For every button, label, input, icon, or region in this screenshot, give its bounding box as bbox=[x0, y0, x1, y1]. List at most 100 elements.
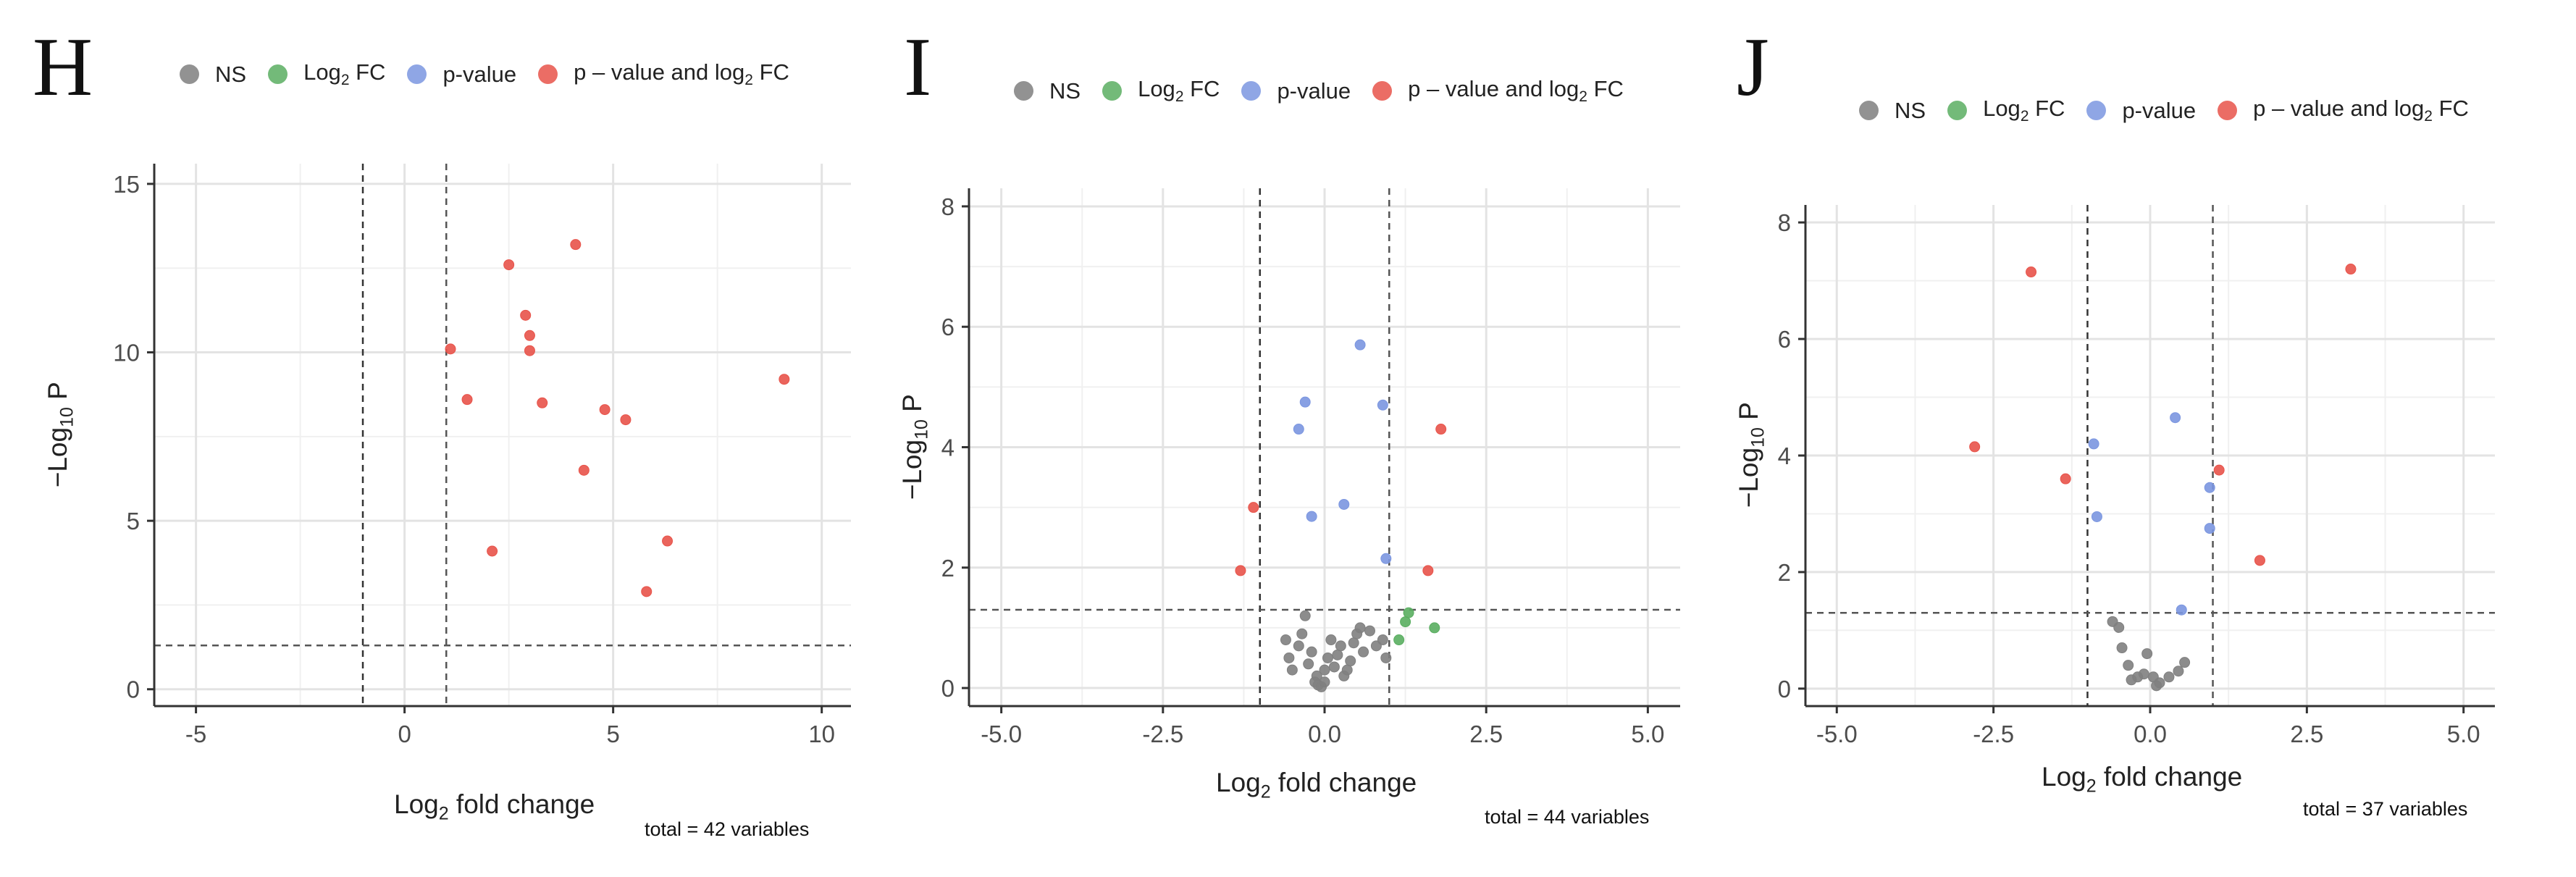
y-tick-label: 0 bbox=[941, 675, 955, 702]
y-tick-label: 2 bbox=[941, 555, 955, 582]
data-point bbox=[1341, 664, 1353, 676]
legend-dot-icon bbox=[1014, 81, 1033, 101]
y-tick-label: 8 bbox=[1778, 209, 1791, 236]
data-point bbox=[1280, 634, 1291, 646]
legend-label: NS bbox=[1895, 97, 1926, 123]
data-point bbox=[1235, 565, 1246, 576]
legend-label-rest: FC bbox=[1587, 76, 1624, 101]
data-point bbox=[2138, 668, 2149, 680]
y-tick-label: 10 bbox=[113, 340, 140, 366]
legend-item: p-value bbox=[2086, 98, 2196, 124]
x-tick-label: 2.5 bbox=[2290, 721, 2323, 747]
label-rest: P bbox=[42, 381, 72, 407]
legend-label: p-value bbox=[2122, 97, 2197, 123]
data-point bbox=[2026, 267, 2037, 278]
data-point bbox=[445, 343, 456, 355]
legend-dot-icon bbox=[1241, 81, 1262, 101]
data-point bbox=[1377, 634, 1388, 646]
y-axis-title: −Log10 P bbox=[1734, 402, 1769, 508]
panel-letter: I bbox=[904, 21, 932, 113]
y-axis-title: −Log10 P bbox=[43, 382, 77, 487]
data-point bbox=[1400, 616, 1411, 628]
data-point bbox=[1354, 622, 1366, 634]
x-tick-label: -5.0 bbox=[981, 721, 1022, 747]
label-main: Log bbox=[2042, 762, 2086, 792]
data-point bbox=[1358, 646, 1369, 658]
label-main: −Log bbox=[42, 427, 72, 487]
data-point bbox=[1303, 658, 1314, 670]
y-tick-label: 5 bbox=[127, 508, 140, 534]
panel-letter: J bbox=[1737, 21, 1769, 113]
y-tick-label: 0 bbox=[1778, 676, 1791, 702]
panel-H-plot: -5 0 5 10 0 5 10 15 bbox=[113, 164, 851, 747]
legend: NS Log2 FC p-value p – value and log2 FC bbox=[1014, 76, 1645, 106]
data-point bbox=[2176, 604, 2187, 616]
data-point bbox=[662, 535, 674, 547]
data-point bbox=[2091, 511, 2102, 522]
legend-label-rest: FC bbox=[349, 59, 386, 85]
legend-item: p – value and log2 FC bbox=[2218, 96, 2469, 125]
data-point bbox=[1435, 424, 1447, 435]
legend-label-main: Log bbox=[1138, 76, 1175, 101]
label-sub: 2 bbox=[1260, 781, 1271, 802]
legend-dot-icon bbox=[268, 64, 288, 85]
legend-dot-icon bbox=[407, 64, 427, 85]
label-rest: fold change bbox=[2096, 762, 2243, 792]
label-sub: 10 bbox=[56, 406, 77, 427]
data-point bbox=[2088, 438, 2099, 450]
y-tick-label: 6 bbox=[1778, 326, 1791, 353]
legend-label-main: p – value and log bbox=[574, 59, 745, 85]
y-axis-title: −Log10 P bbox=[897, 394, 932, 500]
legend-label: Log2 FC bbox=[303, 59, 385, 89]
data-point bbox=[2116, 642, 2128, 654]
legend-item: NS bbox=[1014, 78, 1081, 104]
legend-label-sub: 2 bbox=[1175, 88, 1184, 106]
legend-label-main: p – value and log bbox=[2253, 96, 2425, 121]
y-tick-label: 2 bbox=[1778, 559, 1791, 586]
x-axis-title: Log2 fold change bbox=[1216, 768, 1417, 802]
data-point bbox=[2345, 264, 2357, 275]
x-axis-title: Log2 fold change bbox=[2042, 762, 2242, 797]
legend-dot-icon bbox=[1102, 81, 1123, 101]
label-rest: fold change bbox=[448, 789, 595, 819]
label-rest: fold change bbox=[1270, 768, 1417, 797]
legend-label-sub: 2 bbox=[2020, 108, 2029, 125]
data-point bbox=[1306, 646, 1317, 658]
legend: NS Log2 FC p-value p – value and log2 FC bbox=[1859, 96, 2491, 125]
x-tick-label: 2.5 bbox=[1469, 721, 1503, 747]
legend-label-sub: 2 bbox=[1579, 88, 1587, 106]
label-sub: 2 bbox=[2086, 776, 2097, 797]
data-point bbox=[2123, 660, 2134, 671]
panel-I-plot: -5.0 -2.5 0.0 2.5 5.0 0 2 4 6 8 bbox=[941, 188, 1680, 747]
legend-label-sub: 2 bbox=[2424, 108, 2433, 125]
legend-label-main: p – value and log bbox=[1408, 76, 1579, 101]
legend-label: Log2 FC bbox=[1983, 96, 2065, 125]
legend-label-rest: FC bbox=[752, 59, 789, 85]
legend-label-main: Log bbox=[1983, 96, 2021, 121]
legend-label: p – value and log2 FC bbox=[1408, 76, 1624, 106]
label-main: Log bbox=[1216, 768, 1261, 797]
data-point bbox=[1286, 664, 1298, 676]
legend-dot-icon bbox=[538, 64, 558, 85]
y-tick-label: 0 bbox=[127, 676, 140, 703]
data-point bbox=[1293, 424, 1304, 435]
data-point bbox=[2254, 555, 2265, 566]
data-point bbox=[524, 345, 535, 356]
legend-label-sub: 2 bbox=[340, 72, 350, 89]
legend-item: Log2 FC bbox=[1947, 96, 2065, 125]
data-point bbox=[599, 404, 611, 416]
data-point bbox=[1377, 399, 1388, 411]
y-tick-label: 6 bbox=[941, 314, 955, 340]
legend-label-rest: FC bbox=[2432, 96, 2469, 121]
legend-item: NS bbox=[1859, 98, 1926, 124]
data-point bbox=[570, 239, 582, 251]
x-tick-label: 0.0 bbox=[1308, 721, 1341, 747]
data-point bbox=[1332, 649, 1343, 660]
data-point bbox=[2154, 677, 2165, 689]
legend-label: NS bbox=[215, 61, 247, 87]
legend-dot-icon bbox=[1859, 101, 1879, 121]
data-point bbox=[1296, 628, 1308, 639]
data-point bbox=[2060, 473, 2071, 484]
legend-item: NS bbox=[180, 62, 246, 88]
data-point bbox=[461, 394, 473, 406]
